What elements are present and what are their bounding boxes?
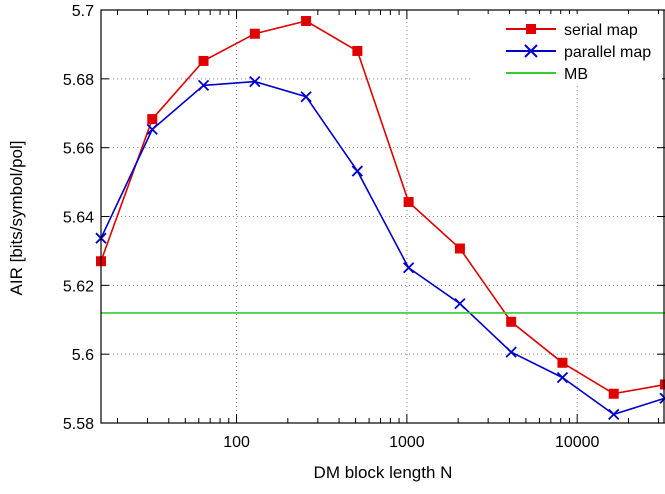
data-point-square [301, 16, 312, 27]
y-tick-label: 5.62 [63, 278, 94, 295]
data-point-x [659, 392, 665, 404]
data-point-square [660, 379, 665, 390]
data-point-x [608, 408, 620, 421]
y-axis-label: AIR [bits/symbol/pol] [7, 141, 26, 296]
y-tick-label: 5.58 [63, 416, 94, 433]
x-tick-label: 1000 [389, 434, 425, 451]
data-point-x [454, 297, 466, 310]
y-tick-label: 5.7 [72, 3, 94, 20]
legend-marker-x [524, 44, 538, 58]
x-tick-label: 10000 [555, 434, 600, 451]
data-point-square [352, 45, 363, 56]
data-point-x [197, 79, 210, 92]
data-point-x [351, 165, 364, 177]
x-tick-label: 100 [223, 434, 250, 451]
legend-label-serial-map: serial map [564, 22, 638, 39]
y-tick-label: 5.66 [63, 141, 94, 158]
data-point-x [402, 262, 415, 274]
legend-marker-square [526, 24, 536, 34]
x-axis-label: DM block length N [314, 463, 453, 482]
data-point-square [608, 388, 619, 399]
data-point-x [146, 123, 158, 136]
data-point-square [198, 55, 209, 66]
y-tick-label: 5.68 [63, 72, 94, 89]
data-point-square [506, 316, 517, 327]
data-point-x [505, 346, 517, 358]
series-line-parallel-map [100, 80, 665, 416]
legend-label-mb: MB [564, 66, 588, 83]
legend-label-parallel-map: parallel map [564, 44, 651, 61]
data-point-square [147, 114, 158, 125]
data-point-square [249, 28, 260, 39]
axis-ticks: 5.58 5.6 5.62 5.64 5.66 5.68 5.7 100 1000 10000 [63, 3, 665, 451]
data-point-square [454, 243, 465, 254]
data-point-square [557, 357, 568, 368]
legend-background [470, 14, 662, 86]
data-point-square [403, 197, 414, 208]
y-tick-label: 5.6 [72, 347, 94, 364]
data-point-x [556, 371, 569, 384]
legend: serial map parallel map MB [470, 14, 662, 86]
data-point-x [249, 75, 261, 88]
series-line-serial-map [100, 20, 665, 395]
y-tick-label: 5.64 [63, 210, 94, 227]
series-parallel-map [95, 75, 665, 421]
series-lines [95, 16, 665, 421]
data-point-x [300, 91, 312, 103]
